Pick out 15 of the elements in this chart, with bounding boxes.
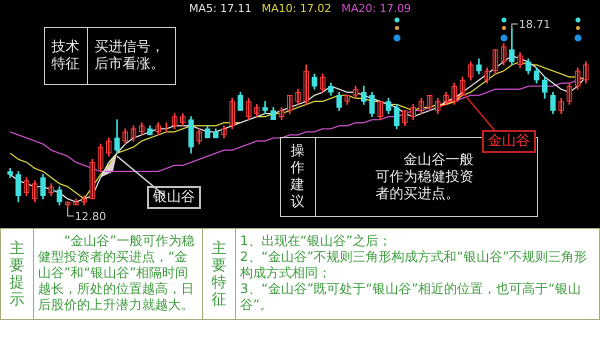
annotation: 操作建议 — [290, 143, 306, 211]
text: MA10: 17.02 — [262, 2, 332, 15]
text: 1、出现在“银山谷”之后； 2、“金山谷”不规则三角形构成方式和“银山谷”不规则三角形构成方式相同； 3、“金山谷”既可处于“银山谷”相近的位置，也可高于“银山谷”。 — [236, 228, 600, 320]
text: 主要特征 — [202, 228, 236, 320]
annotation: 买进信号，后市看涨。 — [94, 39, 166, 73]
text: 12.80 — [74, 210, 106, 223]
text: 主要提示 — [0, 228, 34, 320]
text: “金山谷”一般可作为稳健型投资者的买进点，“金山谷”和“银山谷”相隔时间越长，所处的位置越高，日后股价的上升潜力就越大。 — [34, 228, 202, 320]
annotation: 银山谷 — [147, 186, 201, 209]
annotation: 金山谷一般可作为稳健投资者的买进点。 — [376, 152, 474, 202]
annotation: 金山谷 — [482, 130, 536, 153]
text: MA20: 17.09 — [341, 2, 412, 15]
text: MA5: 17.11 — [188, 2, 252, 15]
annotation: 18.71 — [518, 18, 550, 31]
annotation: 技术特征 — [52, 39, 80, 73]
